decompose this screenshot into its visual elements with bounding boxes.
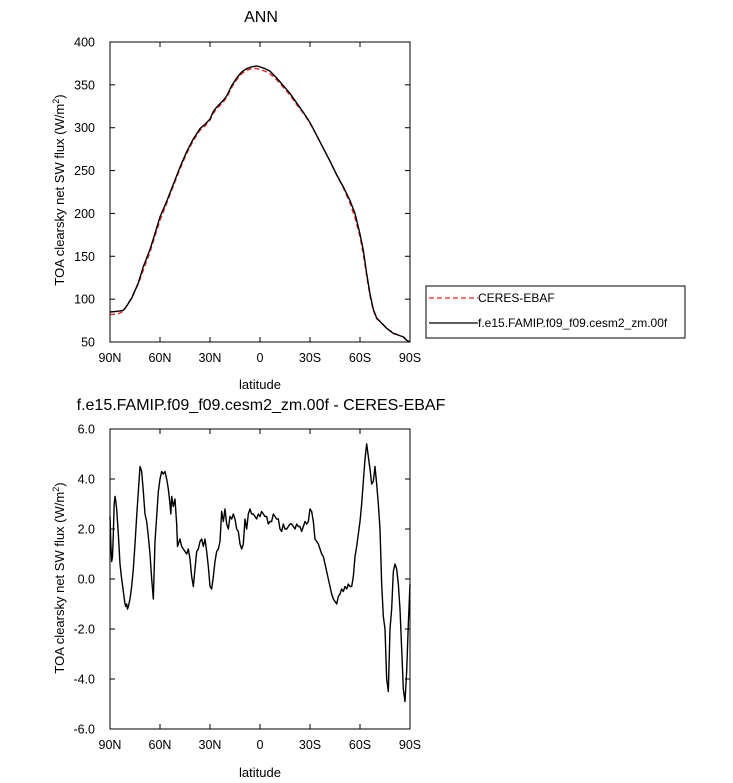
top-x-tick-label: 60S — [349, 351, 371, 365]
legend: CERES-EBAF f.e15.FAMIP.f09_f09.cesm2_zm.… — [425, 285, 686, 339]
bottom-x-tick-label: 0 — [257, 738, 264, 752]
bottom-x-tick-label: 30N — [199, 738, 222, 752]
top-x-tick-label: 30S — [299, 351, 321, 365]
bottom-y-tick-label: -2.0 — [73, 623, 95, 637]
top-y-tick-label: 150 — [74, 250, 95, 264]
top-y-tick-label: 200 — [74, 207, 95, 221]
bottom-y-tick-label: 4.0 — [78, 473, 95, 487]
legend-label-model: f.e15.FAMIP.f09_f09.cesm2_zm.00f — [478, 316, 668, 330]
top-x-tick-label: 90N — [99, 351, 122, 365]
top-x-tick-label: 90S — [399, 351, 421, 365]
top-series-lines — [109, 65, 411, 343]
bottom-series-lines — [109, 443, 411, 703]
top-y-axis-label: TOA clearsky net SW flux (W/m2) — [51, 94, 67, 285]
bottom-x-tick-label: 90S — [399, 738, 421, 752]
top-chart-title: ANN — [244, 9, 278, 26]
top-x-tick-label: 0 — [257, 351, 264, 365]
bottom-y-tick-label: -6.0 — [73, 723, 95, 737]
difference-panel: f.e15.FAMIP.f09_f09.cesm2_zm.00f - CERES… — [51, 397, 446, 780]
top-x-tick-label: 60N — [149, 351, 172, 365]
top-y-tick-label: 250 — [74, 164, 95, 178]
top-y-tick-label: 400 — [74, 36, 95, 50]
legend-label-ceres: CERES-EBAF — [478, 291, 555, 305]
bottom-y-tick-label: 2.0 — [78, 523, 95, 537]
bottom-y-axis-label: TOA clearsky net SW flux (W/m2) — [51, 482, 67, 673]
legend-box — [425, 285, 686, 339]
bottom-series-line-0 — [109, 443, 411, 703]
top-x-tick-label: 30N — [199, 351, 222, 365]
top-plot-frame — [109, 41, 411, 343]
zonal-mean-panel: ANN TOA clearsky net SW flux (W/m2) lati… — [51, 9, 421, 392]
bottom-y-tick-label: -4.0 — [73, 673, 95, 687]
bottom-chart-title: f.e15.FAMIP.f09_f09.cesm2_zm.00f - CERES… — [77, 397, 446, 414]
bottom-x-axis-label: latitude — [239, 765, 281, 780]
bottom-x-tick-label: 60N — [149, 738, 172, 752]
bottom-y-tick-label: 0.0 — [78, 573, 95, 587]
top-series-line-1 — [109, 65, 411, 343]
bottom-ticks: 90N 60N 30N 0 30S 60S 90S 6.0 4.0 2.0 0.0 -2.0 -4.0 -… — [73, 423, 421, 753]
top-y-tick-label: 300 — [74, 121, 95, 135]
top-y-tick-label: 350 — [74, 78, 95, 92]
bottom-x-tick-label: 30S — [299, 738, 321, 752]
bottom-y-tick-label: 6.0 — [78, 423, 95, 437]
bottom-plot-frame — [109, 428, 411, 730]
top-y-tick-label: 100 — [74, 293, 95, 307]
top-ticks: 90N 60N 30N 0 30S 60S 90S 400 350 300 250 200 150 100… — [74, 36, 421, 366]
bottom-x-tick-label: 90N — [99, 738, 122, 752]
top-series-line-0 — [109, 67, 411, 343]
top-x-axis-label: latitude — [239, 377, 281, 392]
top-y-tick-label: 50 — [81, 336, 95, 350]
bottom-x-tick-label: 60S — [349, 738, 371, 752]
